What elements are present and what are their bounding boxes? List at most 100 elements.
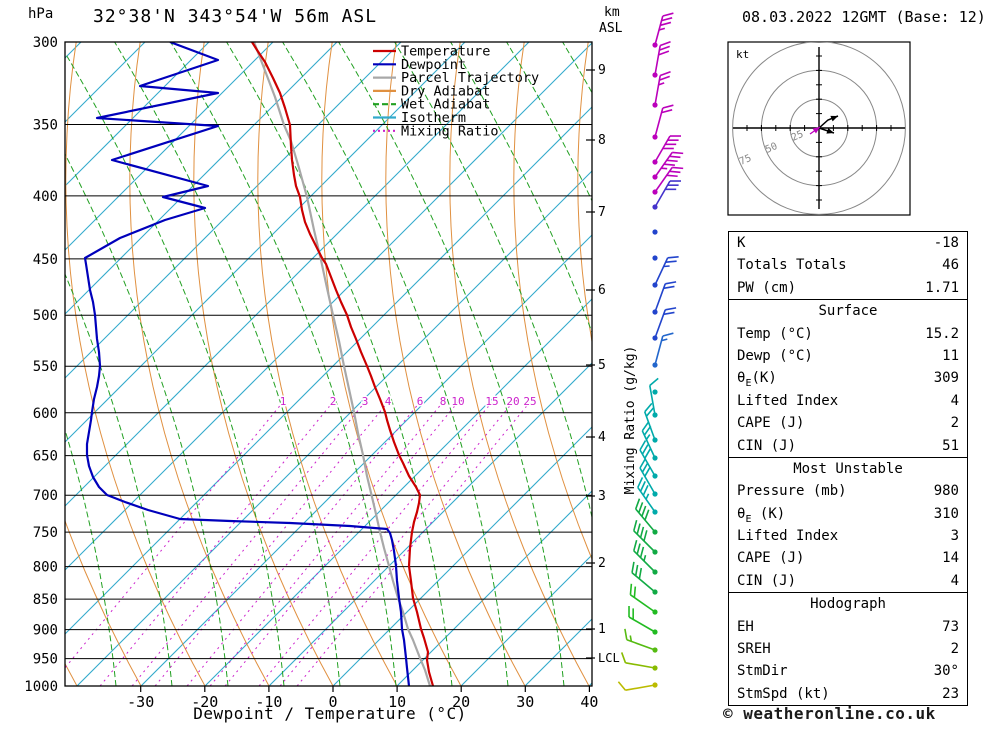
row-value: 309	[933, 370, 959, 387]
row-value: 11	[942, 347, 959, 364]
km-tick-label: 6	[598, 283, 606, 298]
wind-barb	[652, 389, 658, 395]
wind-barb	[637, 477, 658, 515]
wind-barb-dot	[652, 455, 658, 461]
pressure-tick-label: 950	[33, 652, 58, 668]
wind-barb-dot	[652, 609, 658, 615]
km-tick-label: LCL	[598, 651, 620, 665]
barb-tick	[658, 50, 670, 56]
wind-barb-dot	[652, 437, 658, 443]
isotherm-line	[460, 554, 592, 686]
wind-barb	[643, 402, 658, 443]
row-value: 310	[933, 505, 959, 522]
mixing-ratio-line	[258, 401, 493, 686]
barb-staff	[633, 550, 656, 573]
row-label: StmDir	[737, 663, 788, 680]
pressure-tick-label: 650	[33, 449, 58, 465]
isotherm-line	[65, 42, 466, 443]
temp-tick-label: -10	[255, 693, 282, 711]
table-row: CIN (J) 51	[729, 435, 967, 457]
barb-tick	[644, 448, 651, 459]
wind-barb-dot	[652, 204, 658, 210]
arrow-head	[826, 127, 834, 134]
wet-adiabat-line	[282, 42, 509, 686]
dry-adiabat-line	[321, 42, 462, 686]
mixing-ratio-line	[224, 401, 459, 686]
plot-border	[64, 41, 593, 687]
wind-barb	[652, 12, 674, 48]
barb-tick	[663, 311, 675, 316]
pressure-tick-label: 750	[33, 525, 58, 541]
mixing-ratio-line	[65, 401, 284, 669]
wind-barb-dot	[652, 569, 658, 575]
barb-staff	[625, 684, 656, 691]
barb-staff	[641, 430, 656, 459]
barb-staff	[633, 530, 656, 553]
row-value: 15.2	[925, 325, 959, 342]
wind-barb	[652, 104, 674, 140]
barb-tick	[662, 104, 674, 109]
wet-adiabat-line	[65, 272, 173, 686]
table-section-surface: Surface Temp (°C) 15.2 Dewp (°C) 11 θE(K) 309 L…	[728, 299, 968, 458]
mixing-ratio-line	[279, 401, 514, 686]
barb-tick	[666, 174, 678, 178]
wind-barb-dot	[652, 509, 658, 515]
row-label: θE(K)	[737, 370, 777, 390]
wet-adiabat-line	[170, 42, 397, 686]
row-label: Temp (°C)	[737, 325, 813, 342]
barb-tick	[636, 543, 641, 555]
table-section-most-unstable: Most Unstable Pressure (mb) 980 θE (K) 310 Li…	[728, 456, 968, 594]
isotherm-line	[76, 170, 592, 686]
wind-barb	[652, 307, 677, 341]
barb-staff	[628, 616, 656, 633]
barb-tick	[663, 285, 675, 290]
row-label: Pressure (mb)	[737, 483, 847, 500]
barb-staff	[654, 335, 664, 366]
row-label: EH	[737, 618, 754, 635]
wind-barb	[624, 628, 658, 653]
hodograph-ring-label: 75	[738, 153, 753, 168]
wet-adiabat-line	[226, 42, 453, 686]
temp-tick-label: -30	[127, 693, 154, 711]
row-label: StmSpd (kt)	[737, 685, 830, 702]
pressure-tick-label: 450	[33, 252, 58, 268]
km-tick-label: 7	[598, 205, 606, 220]
barb-tick	[667, 256, 679, 259]
wind-barb-dot	[652, 473, 658, 479]
wind-barb	[631, 561, 658, 595]
isotherm-line	[396, 490, 592, 686]
isotherm-line	[268, 362, 592, 686]
barb-staff	[635, 508, 656, 533]
row-label: SREH	[737, 641, 771, 658]
barb-tick	[633, 586, 637, 598]
wind-barb-dot	[652, 255, 658, 261]
barb-tick	[672, 151, 684, 155]
wind-barb-dot	[652, 491, 658, 497]
isotherm-line	[65, 42, 210, 187]
barb-tick	[617, 681, 627, 691]
run-datetime: 08.03.2022 12GMT (Base: 12)	[742, 8, 986, 26]
wind-barb-dot	[652, 529, 658, 535]
table-row: PW (cm) 1.71	[729, 277, 967, 299]
stats-table: K -18 Totals Totals 46 PW (cm) 1.71 Surface Tem…	[728, 231, 968, 707]
legend-label: Wet Adiabat	[401, 97, 490, 113]
row-label: PW (cm)	[737, 279, 797, 296]
mixing-ratio-label: 4	[385, 395, 392, 408]
isotherm-line	[204, 298, 592, 686]
barb-tick	[620, 652, 627, 664]
barb-staff	[654, 283, 667, 313]
barb-staff	[654, 309, 667, 339]
wind-barb-dot	[652, 229, 658, 235]
barb-staff	[654, 151, 673, 178]
row-label: Totals Totals	[737, 257, 847, 274]
legend-label: Dewpoint	[401, 57, 466, 73]
wind-barb	[652, 332, 674, 368]
temp-tick-label: 40	[580, 693, 598, 711]
table-row: CAPE (J) 14	[729, 547, 967, 569]
wind-barb	[628, 606, 658, 635]
barb-tick	[631, 561, 635, 573]
pressure-tick-label: 600	[33, 406, 58, 422]
wind-barb	[652, 166, 684, 195]
barb-tick	[643, 530, 648, 542]
